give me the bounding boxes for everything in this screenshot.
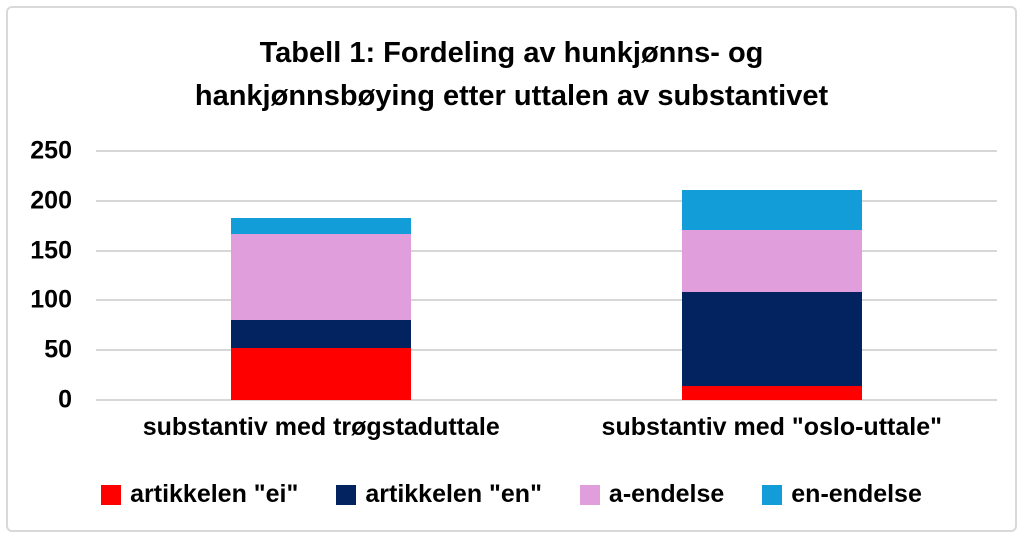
x-axis-label-1: substantiv med trøgstaduttale bbox=[142, 413, 500, 441]
chart-title: Tabell 1: Fordeling av hunkjønns- og han… bbox=[8, 32, 1015, 118]
bar-segment bbox=[231, 217, 412, 234]
stacked-bar-2 bbox=[681, 189, 862, 400]
plot-area: 0 50 100 150 200 250 bbox=[30, 138, 997, 412]
legend: artikkelen "ei" artikkelen "en" a-endelse e… bbox=[8, 480, 1015, 509]
chart-title-line-1: Tabell 1: Fordeling av hunkjønns- og bbox=[259, 37, 764, 69]
legend-item: artikkelen "en" bbox=[336, 480, 542, 509]
y-tick-label-150: 150 bbox=[30, 236, 72, 265]
bar-segment bbox=[231, 233, 412, 321]
legend-item: en-endelse bbox=[762, 480, 922, 509]
legend-swatch-icon bbox=[101, 484, 122, 505]
chart-title-line-2: hankjønnsbøying etter uttalen av substan… bbox=[194, 80, 829, 112]
bar-segment bbox=[231, 320, 412, 349]
stacked-bar-1 bbox=[231, 217, 412, 400]
gridline-250 bbox=[96, 150, 997, 152]
legend-swatch-icon bbox=[336, 484, 357, 505]
legend-swatch-icon bbox=[762, 484, 783, 505]
gridline-100 bbox=[96, 299, 997, 302]
gridline-50 bbox=[96, 349, 997, 352]
y-tick-label-0: 0 bbox=[58, 385, 72, 414]
legend-label: artikkelen "en" bbox=[365, 480, 542, 508]
bar-segment bbox=[231, 348, 412, 400]
legend-label: en-endelse bbox=[791, 480, 922, 508]
y-tick-label-100: 100 bbox=[30, 285, 72, 314]
legend-swatch-icon bbox=[579, 484, 600, 505]
x-axis-label-2: substantiv med "oslo-uttale" bbox=[601, 413, 942, 441]
gridline-200 bbox=[96, 199, 997, 202]
legend-item: artikkelen "ei" bbox=[101, 480, 298, 509]
gridline-150 bbox=[96, 249, 997, 252]
bar-segment bbox=[681, 189, 862, 230]
legend-item: a-endelse bbox=[579, 480, 725, 509]
bar-segment bbox=[681, 292, 862, 387]
bar-segment bbox=[681, 386, 862, 400]
y-tick-label-50: 50 bbox=[44, 335, 72, 364]
gridline-0 bbox=[96, 399, 997, 401]
legend-label: artikkelen "ei" bbox=[130, 480, 299, 508]
chart-frame: Tabell 1: Fordeling av hunkjønns- og han… bbox=[6, 6, 1017, 532]
legend-label: a-endelse bbox=[608, 480, 725, 508]
bar-segment bbox=[681, 229, 862, 293]
y-tick-label-250: 250 bbox=[30, 136, 72, 165]
y-tick-label-200: 200 bbox=[30, 186, 72, 215]
